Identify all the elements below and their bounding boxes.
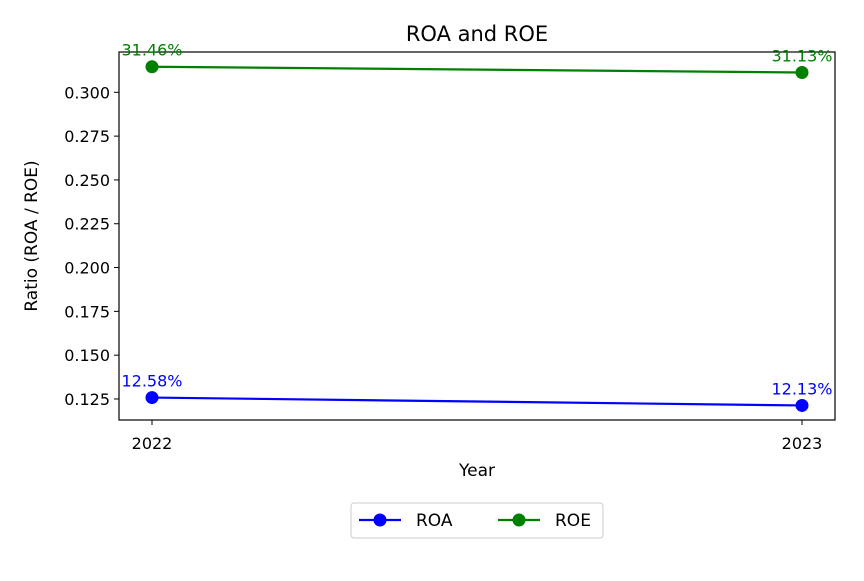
y-axis-ticks: 0.125 0.150 0.175 0.200 0.225 0.250 0.275 0.300 <box>64 83 119 409</box>
data-label-roe: 31.46% <box>121 41 182 60</box>
x-tick-label: 2022 <box>132 434 173 453</box>
legend-label-roa: ROA <box>416 511 453 531</box>
y-tick-label: 0.300 <box>64 83 110 102</box>
y-tick-label: 0.175 <box>64 302 110 321</box>
y-tick-label: 0.200 <box>64 259 110 278</box>
series-line-roa <box>151 396 803 407</box>
x-axis-ticks: 2022 2023 <box>132 420 823 453</box>
y-axis-label: Ratio (ROA / ROE) <box>22 160 42 311</box>
data-label-roa: 12.58% <box>121 372 182 391</box>
legend: ROA ROE <box>350 502 604 539</box>
legend-item-roe: ROE <box>498 511 591 531</box>
data-label-roa: 12.13% <box>771 379 832 398</box>
y-tick-label: 0.150 <box>64 346 110 365</box>
data-point-roa <box>795 398 809 412</box>
plot-area-frame <box>118 51 836 421</box>
legend-box <box>350 502 604 539</box>
legend-marker-roa <box>373 513 387 527</box>
data-point-roe <box>145 60 159 74</box>
y-tick-label: 0.225 <box>64 215 110 234</box>
data-label-roe: 31.13% <box>771 47 832 66</box>
series-roa: 12.58% 12.13% <box>121 372 833 412</box>
data-point-roa <box>145 391 159 405</box>
legend-label-roe: ROE <box>555 511 591 531</box>
x-axis-label: Year <box>458 461 495 481</box>
chart-title: ROA and ROE <box>406 22 548 46</box>
y-tick-label: 0.275 <box>64 127 110 146</box>
data-point-roe <box>795 66 809 80</box>
series-layer: 12.58% 12.13% 31.46% 31.13% <box>121 41 833 412</box>
y-tick-label: 0.250 <box>64 171 110 190</box>
series-roe: 31.46% 31.13% <box>121 41 833 80</box>
legend-marker-roe <box>512 513 526 527</box>
series-line-roe <box>151 65 803 74</box>
y-tick-label: 0.125 <box>64 390 110 409</box>
legend-item-roa: ROA <box>359 511 453 531</box>
x-tick-label: 2023 <box>782 434 823 453</box>
